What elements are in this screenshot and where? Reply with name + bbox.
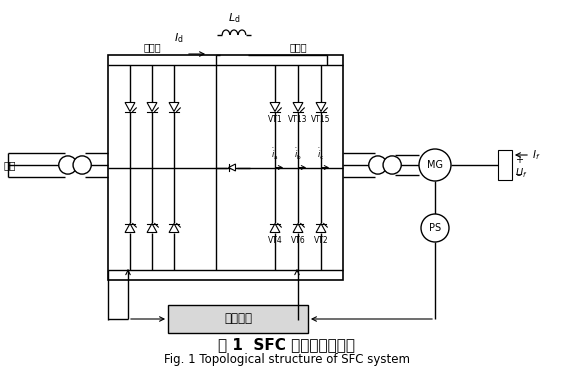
Text: MG: MG [427,160,443,170]
Text: $\dot{i}_\mathrm{c}$: $\dot{i}_\mathrm{c}$ [317,146,325,162]
Text: −: − [515,170,523,180]
Text: 机桥侧: 机桥侧 [289,42,307,52]
Text: 电网: 电网 [3,160,15,170]
Text: VT2: VT2 [313,237,328,245]
Polygon shape [125,224,135,232]
Bar [108,55,343,280]
Text: PS: PS [429,223,441,233]
Polygon shape [147,103,157,111]
Polygon shape [147,224,157,232]
Text: $L_\mathrm{d}$: $L_\mathrm{d}$ [228,11,240,25]
Polygon shape [270,103,280,111]
Text: $\dot{i}_\mathrm{b}$: $\dot{i}_\mathrm{b}$ [294,146,302,162]
Polygon shape [270,224,280,232]
Text: $I_\mathrm{d}$: $I_\mathrm{d}$ [174,31,184,45]
Circle shape [383,156,401,174]
Bar [168,305,308,333]
Text: 网桥侧: 网桥侧 [143,42,161,52]
Text: $I_f$: $I_f$ [532,148,541,162]
Text: $U_f$: $U_f$ [515,166,528,180]
Polygon shape [293,103,303,111]
Text: +: + [515,155,523,165]
Text: 控制系统: 控制系统 [224,313,252,325]
Text: VT4: VT4 [267,237,282,245]
Text: VT6: VT6 [290,237,305,245]
Circle shape [419,149,451,181]
Polygon shape [316,103,326,111]
Circle shape [59,156,77,174]
Polygon shape [169,103,179,111]
Text: $\dot{i}_\mathrm{a}$: $\dot{i}_\mathrm{a}$ [272,146,279,162]
Polygon shape [293,224,303,232]
Circle shape [73,156,91,174]
Text: 图 1  SFC 系统拓扑结构图: 图 1 SFC 系统拓扑结构图 [219,338,355,352]
Text: Fig. 1 Topological structure of SFC system: Fig. 1 Topological structure of SFC syst… [164,354,410,366]
Polygon shape [228,164,235,171]
Circle shape [369,156,387,174]
Text: VT13: VT13 [288,115,308,124]
Text: VT1: VT1 [267,115,282,124]
Circle shape [421,214,449,242]
Text: VT15: VT15 [311,115,331,124]
Polygon shape [316,224,326,232]
Bar [498,150,512,180]
Polygon shape [125,103,135,111]
Polygon shape [169,224,179,232]
